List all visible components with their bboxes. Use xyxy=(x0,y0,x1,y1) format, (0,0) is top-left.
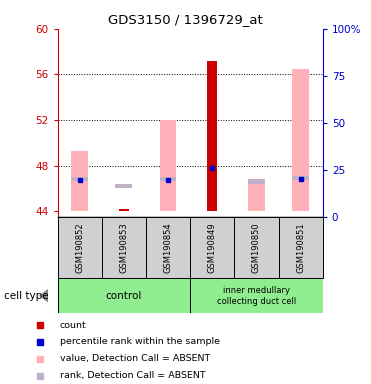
Text: GSM190854: GSM190854 xyxy=(164,222,173,273)
Text: GDS3150 / 1396729_at: GDS3150 / 1396729_at xyxy=(108,13,263,26)
Text: GSM190849: GSM190849 xyxy=(208,222,217,273)
Bar xyxy=(58,217,102,278)
Text: GSM190851: GSM190851 xyxy=(296,222,305,273)
Text: value, Detection Call = ABSENT: value, Detection Call = ABSENT xyxy=(60,354,210,363)
Text: inner medullary
collecting duct cell: inner medullary collecting duct cell xyxy=(217,286,296,306)
Bar xyxy=(146,217,190,278)
Bar xyxy=(102,217,146,278)
Bar xyxy=(160,120,177,211)
Text: GSM190853: GSM190853 xyxy=(119,222,128,273)
Text: cell type: cell type xyxy=(4,291,48,301)
Bar xyxy=(234,217,279,278)
Text: rank, Detection Call = ABSENT: rank, Detection Call = ABSENT xyxy=(60,371,206,380)
Bar xyxy=(279,217,323,278)
Bar xyxy=(207,61,217,211)
Bar xyxy=(71,177,88,182)
Text: GSM190852: GSM190852 xyxy=(75,222,84,273)
Text: GSM190850: GSM190850 xyxy=(252,222,261,273)
Bar xyxy=(160,177,177,182)
Text: percentile rank within the sample: percentile rank within the sample xyxy=(60,338,220,346)
Bar xyxy=(292,69,309,211)
Bar xyxy=(190,217,234,278)
Bar xyxy=(190,278,323,313)
Text: count: count xyxy=(60,321,86,330)
Bar xyxy=(292,176,309,180)
Bar xyxy=(248,179,265,211)
Bar xyxy=(248,179,265,184)
Bar xyxy=(58,278,190,313)
Polygon shape xyxy=(39,289,48,303)
Bar xyxy=(115,184,132,188)
Bar xyxy=(119,209,129,211)
Bar xyxy=(71,151,88,211)
Text: control: control xyxy=(106,291,142,301)
